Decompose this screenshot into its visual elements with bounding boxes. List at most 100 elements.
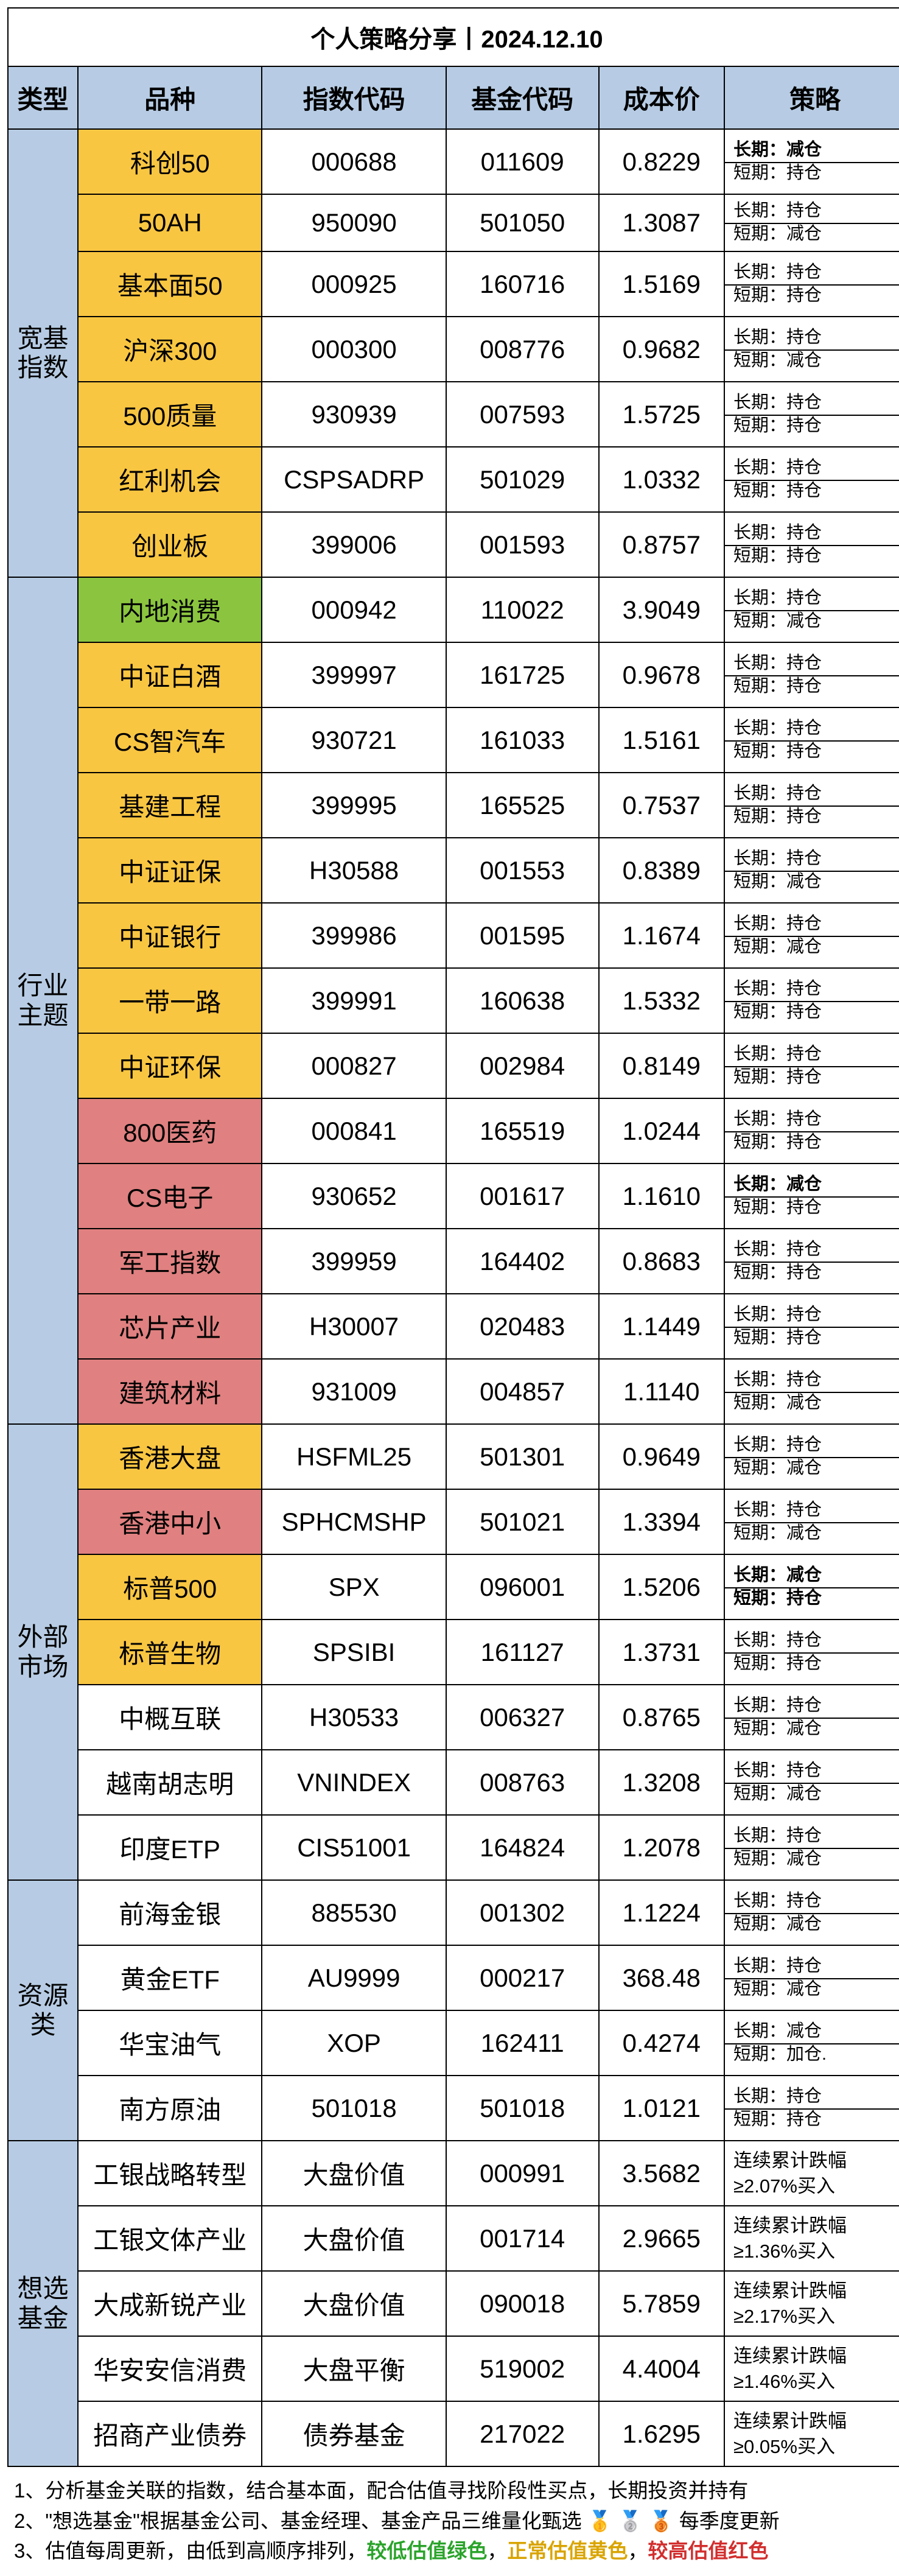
fund-cell: 160638: [446, 968, 599, 1033]
idx-cell: H30007: [262, 1294, 446, 1359]
idx-cell: 950090: [262, 194, 446, 251]
table-row: 印度ETPCIS510011648241.2078长期：持仓短期：减仓: [8, 1815, 899, 1880]
idx-cell: SPHCMSHP: [262, 1489, 446, 1554]
name-cell: 中证白酒: [78, 642, 262, 707]
fund-cell: 501301: [446, 1424, 599, 1489]
fund-cell: 161127: [446, 1620, 599, 1685]
cost-cell: 1.5332: [599, 968, 725, 1033]
name-cell: 华安安信消费: [78, 2336, 262, 2401]
cost-cell: 3.5682: [599, 2141, 725, 2206]
table-row: 招商产业债券债券基金2170221.6295连续累计跌幅≥0.05%买入: [8, 2401, 899, 2466]
fund-cell: 004857: [446, 1359, 599, 1424]
cost-cell: 0.9682: [599, 317, 725, 382]
table-row: 越南胡志明VNINDEX0087631.3208长期：持仓短期：减仓: [8, 1750, 899, 1815]
fund-cell: 001714: [446, 2206, 599, 2271]
fund-cell: 002984: [446, 1033, 599, 1098]
name-cell: 招商产业债券: [78, 2401, 262, 2466]
strategy-cell: 长期：持仓短期：持仓: [724, 707, 899, 773]
name-cell: 中证银行: [78, 903, 262, 968]
table-row: 800医药0008411655191.0244长期：持仓短期：持仓: [8, 1098, 899, 1163]
name-cell: 印度ETP: [78, 1815, 262, 1880]
footnote-2: 2、"想选基金"根据基金公司、基金经理、基金产品三维量化甄选 🥇 🥈 🥉 每季度…: [14, 2506, 899, 2536]
cost-cell: 1.2078: [599, 1815, 725, 1880]
name-cell: 芯片产业: [78, 1294, 262, 1359]
idx-cell: 930721: [262, 707, 446, 773]
cost-cell: 0.8683: [599, 1229, 725, 1294]
name-cell: CS电子: [78, 1163, 262, 1229]
fund-cell: 161725: [446, 642, 599, 707]
idx-cell: 大盘价值: [262, 2271, 446, 2336]
fund-cell: 165519: [446, 1098, 599, 1163]
table-row: 资源类前海金银8855300013021.1224长期：持仓短期：减仓: [8, 1880, 899, 1945]
fund-cell: 008763: [446, 1750, 599, 1815]
table-row: 基建工程3999951655250.7537长期：持仓短期：持仓: [8, 773, 899, 838]
idx-cell: 000827: [262, 1033, 446, 1098]
strategy-cell: 长期：持仓短期：持仓: [724, 382, 899, 447]
table-row: 中证白酒3999971617250.9678长期：持仓短期：持仓: [8, 642, 899, 707]
cost-cell: 1.0121: [599, 2076, 725, 2141]
strategy-cell: 长期：减仓短期：加仓.: [724, 2010, 899, 2076]
table-row: 南方原油5010185010181.0121长期：持仓短期：持仓: [8, 2076, 899, 2141]
fund-cell: 501050: [446, 194, 599, 251]
footnote-1: 1、分析基金关联的指数，结合基本面，配合估值寻找阶段性买点，长期投资并持有: [14, 2476, 899, 2506]
strategy-cell: 长期：持仓短期：减仓: [724, 317, 899, 382]
fund-cell: 501021: [446, 1489, 599, 1554]
cost-cell: 0.8389: [599, 838, 725, 903]
strategy-cell: 长期：持仓短期：减仓: [724, 577, 899, 642]
table-row: 工银文体产业大盘价值0017142.9665连续累计跌幅≥1.36%买入: [8, 2206, 899, 2271]
category-cell: 想选基金: [8, 2141, 78, 2466]
idx-cell: HSFML25: [262, 1424, 446, 1489]
idx-cell: 399995: [262, 773, 446, 838]
name-cell: 红利机会: [78, 447, 262, 512]
fund-cell: 001617: [446, 1163, 599, 1229]
category-cell: 宽基指数: [8, 129, 78, 577]
idx-cell: 大盘价值: [262, 2206, 446, 2271]
idx-cell: 大盘价值: [262, 2141, 446, 2206]
cost-cell: 1.5169: [599, 251, 725, 317]
cost-cell: 0.7537: [599, 773, 725, 838]
idx-cell: SPX: [262, 1554, 446, 1620]
table-row: 想选基金工银战略转型大盘价值0009913.5682连续累计跌幅≥2.07%买入: [8, 2141, 899, 2206]
name-cell: 工银战略转型: [78, 2141, 262, 2206]
cost-cell: 1.3208: [599, 1750, 725, 1815]
strategy-cell: 长期：减仓短期：持仓: [724, 1554, 899, 1620]
strategy-cell: 长期：持仓短期：减仓: [724, 838, 899, 903]
cost-cell: 1.6295: [599, 2401, 725, 2466]
strategy-cell: 长期：持仓短期：减仓: [724, 1945, 899, 2010]
name-cell: 500质量: [78, 382, 262, 447]
cost-cell: 0.9678: [599, 642, 725, 707]
idx-cell: 000942: [262, 577, 446, 642]
table-row: 大成新锐产业大盘价值0900185.7859连续累计跌幅≥2.17%买入: [8, 2271, 899, 2336]
strategy-cell: 长期：持仓短期：持仓: [724, 773, 899, 838]
strategy-cell: 长期：持仓短期：持仓: [724, 1620, 899, 1685]
category-cell: 行业主题: [8, 577, 78, 1424]
name-cell: 标普生物: [78, 1620, 262, 1685]
table-row: 基本面500009251607161.5169长期：持仓短期：持仓: [8, 251, 899, 317]
table-row: 中证证保H305880015530.8389长期：持仓短期：减仓: [8, 838, 899, 903]
cost-cell: 5.7859: [599, 2271, 725, 2336]
name-cell: 前海金银: [78, 1880, 262, 1945]
idx-cell: 399959: [262, 1229, 446, 1294]
idx-cell: 000688: [262, 129, 446, 194]
table-row: 创业板3990060015930.8757长期：持仓短期：持仓: [8, 512, 899, 577]
idx-cell: 大盘平衡: [262, 2336, 446, 2401]
cost-cell: 0.9649: [599, 1424, 725, 1489]
strategy-cell: 长期：持仓短期：减仓: [724, 1424, 899, 1489]
cost-cell: 0.8765: [599, 1685, 725, 1750]
name-cell: 中证环保: [78, 1033, 262, 1098]
cost-cell: 1.5161: [599, 707, 725, 773]
name-cell: 黄金ETF: [78, 1945, 262, 2010]
cost-cell: 0.8149: [599, 1033, 725, 1098]
strategy-cell: 长期：持仓短期：减仓: [724, 1685, 899, 1750]
name-cell: 标普500: [78, 1554, 262, 1620]
table-row: CS智汽车9307211610331.5161长期：持仓短期：持仓: [8, 707, 899, 773]
strategy-cell: 长期：持仓短期：减仓: [724, 1359, 899, 1424]
cost-cell: 3.9049: [599, 577, 725, 642]
strategy-table: 个人策略分享丨2024.12.10 类型 品种 指数代码 基金代码 成本价 策略…: [7, 7, 899, 2569]
cost-cell: 1.1449: [599, 1294, 725, 1359]
name-cell: 基建工程: [78, 773, 262, 838]
table-row: 行业主题内地消费0009421100223.9049长期：持仓短期：减仓: [8, 577, 899, 642]
idx-cell: 000925: [262, 251, 446, 317]
hdr-cost: 成本价: [599, 66, 725, 129]
idx-cell: 000300: [262, 317, 446, 382]
